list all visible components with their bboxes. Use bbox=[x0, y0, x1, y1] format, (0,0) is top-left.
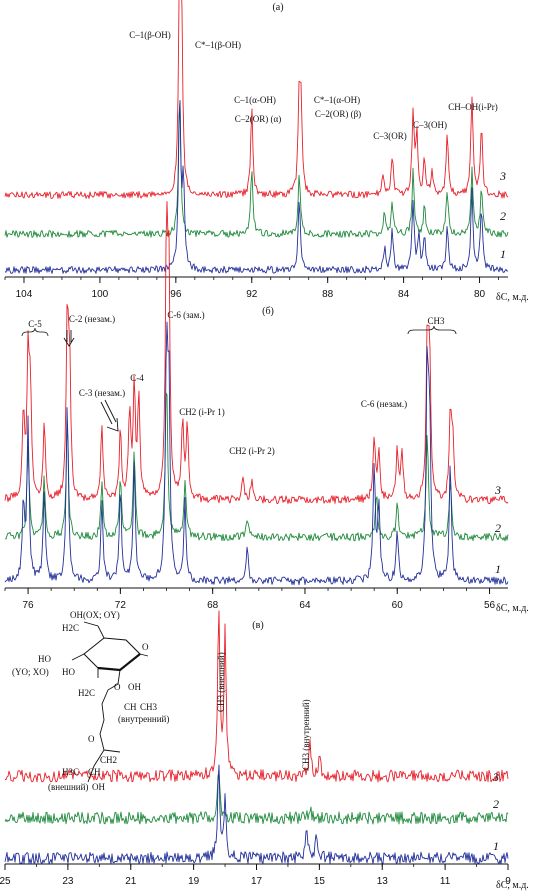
structure-label: CH bbox=[88, 767, 101, 777]
panel-b: 76 72 68 64 60 56 3 2 1 bbox=[4, 201, 509, 611]
structure-label: H2C bbox=[78, 688, 95, 698]
structure-label: (внутренний) bbox=[118, 714, 169, 724]
structure-label: CH2 bbox=[100, 755, 117, 765]
x-tick-label: 76 bbox=[23, 600, 35, 611]
structure-label: O bbox=[142, 642, 149, 652]
annotation: C–2(OR) (β) bbox=[315, 109, 361, 119]
x-tick-label: 96 bbox=[170, 289, 182, 300]
spectrum-trace bbox=[4, 771, 509, 825]
spectrum-number-label: 3 bbox=[492, 770, 499, 784]
x-tick-label: 68 bbox=[207, 600, 219, 611]
panel-b-label: (б) bbox=[262, 306, 274, 317]
spectrum-number-label: 1 bbox=[495, 562, 501, 576]
pyranose-ring bbox=[83, 637, 141, 671]
annotation: C–1(α-OH) bbox=[234, 95, 276, 105]
ch3-bracket bbox=[407, 325, 457, 335]
structure-label: (внешний) bbox=[48, 782, 88, 792]
chemical-structure: OH(OX; OY) H2C HO (YO; XO) HO O OH O H2C… bbox=[12, 610, 169, 792]
structure-label: OH bbox=[92, 782, 105, 792]
x-tick-label: 100 bbox=[92, 289, 109, 300]
spectrum-number-label: 1 bbox=[500, 247, 506, 261]
x-tick-label: 92 bbox=[246, 289, 258, 300]
x-tick-label: 64 bbox=[299, 600, 311, 611]
annotation: C-5 bbox=[28, 319, 42, 329]
annotation: C–3(OR) bbox=[373, 131, 407, 141]
x-tick-label: 72 bbox=[115, 600, 127, 611]
spectrum-trace bbox=[4, 201, 509, 504]
structure-label: O bbox=[88, 734, 95, 744]
structure-bonds bbox=[71, 621, 149, 783]
x-tick-label: 9 bbox=[505, 876, 511, 887]
spectrum-trace bbox=[4, 610, 509, 783]
x-tick-label: 84 bbox=[398, 289, 410, 300]
annotation: C–1(β-OH) bbox=[129, 30, 171, 40]
x-tick-label: 80 bbox=[474, 289, 486, 300]
annotation: C-3 (незам.) bbox=[79, 388, 125, 398]
annotation: C-2 (незам.) bbox=[69, 314, 115, 324]
x-tick-label: 17 bbox=[251, 876, 263, 887]
structure-label: H3C bbox=[62, 767, 79, 777]
structure-label: H2C bbox=[62, 623, 79, 633]
annotation: CH–OH(i-Pr) bbox=[448, 102, 498, 112]
x-tick-label: 23 bbox=[62, 876, 74, 887]
panel-c-label: (в) bbox=[252, 620, 263, 631]
annotation: C-4 bbox=[130, 373, 144, 383]
ring-bold-edge bbox=[97, 653, 141, 672]
structure-label: (YO; XO) bbox=[12, 667, 49, 677]
c2-arrow-icon bbox=[63, 330, 75, 347]
panel-a-label: (а) bbox=[272, 2, 283, 13]
panel-c-axis-label: δC, м.д. bbox=[496, 880, 529, 891]
annotation: C–3(OH) bbox=[413, 120, 447, 130]
x-tick-label: 56 bbox=[484, 600, 496, 611]
structure-label: OH(OX; OY) bbox=[70, 610, 120, 620]
annotation: C-6 (незам.) bbox=[361, 399, 407, 409]
annotation: CH3 (внутренний) bbox=[301, 699, 311, 770]
spectrum-trace bbox=[4, 0, 509, 199]
spectrum-trace bbox=[4, 100, 509, 238]
spectrum-number-label: 2 bbox=[493, 797, 499, 811]
spectrum-number-label: 2 bbox=[495, 521, 501, 535]
annotation: C*–1(β-OH) bbox=[195, 40, 241, 50]
c5-bracket bbox=[21, 327, 49, 337]
structure-label: CH bbox=[124, 702, 137, 712]
x-tick-label: 13 bbox=[377, 876, 389, 887]
annotation: CH2 (i-Pr 1) bbox=[179, 407, 225, 417]
c3-arrow-icon bbox=[100, 399, 119, 432]
structure-label: O bbox=[114, 682, 121, 692]
spectrum-trace bbox=[4, 100, 509, 274]
panel-a: 104 100 96 92 88 84 80 3 2 1 bbox=[4, 0, 509, 300]
structure-label: HO bbox=[38, 654, 51, 664]
spectrum-number-label: 3 bbox=[499, 169, 506, 183]
spectrum-number-label: 1 bbox=[493, 839, 499, 853]
annotation: C–2(OR) (α) bbox=[235, 114, 281, 124]
panel-a-axis-label: δC, м.д. bbox=[496, 292, 529, 303]
annotation: C-6 (зам.) bbox=[167, 310, 204, 320]
x-tick-label: 11 bbox=[440, 876, 451, 887]
panel-b-axis-label: δC, м.д. bbox=[496, 603, 529, 614]
spectrum-trace bbox=[4, 392, 509, 542]
structure-label: HO bbox=[62, 667, 75, 677]
spectrum-number-label: 2 bbox=[500, 209, 506, 223]
x-tick-label: 25 bbox=[0, 876, 11, 887]
x-tick-label: 21 bbox=[125, 876, 137, 887]
x-tick-label: 15 bbox=[314, 876, 326, 887]
annotation: C*–1(α-OH) bbox=[314, 95, 360, 105]
spectrum-number-label: 3 bbox=[494, 483, 501, 497]
spectrum-trace bbox=[4, 764, 509, 865]
x-tick-label: 104 bbox=[16, 289, 33, 300]
x-tick-label: 88 bbox=[322, 289, 334, 300]
spectrum-trace bbox=[4, 321, 509, 586]
structure-label: CH3 bbox=[140, 702, 158, 712]
structure-label: OH bbox=[128, 682, 141, 692]
annotation: CH3 bbox=[427, 316, 445, 326]
x-tick-label: 19 bbox=[188, 876, 200, 887]
x-tick-label: 60 bbox=[392, 600, 404, 611]
annotation: CH3 (внешний) bbox=[216, 652, 226, 712]
annotation: CH2 (i-Pr 2) bbox=[229, 446, 275, 456]
